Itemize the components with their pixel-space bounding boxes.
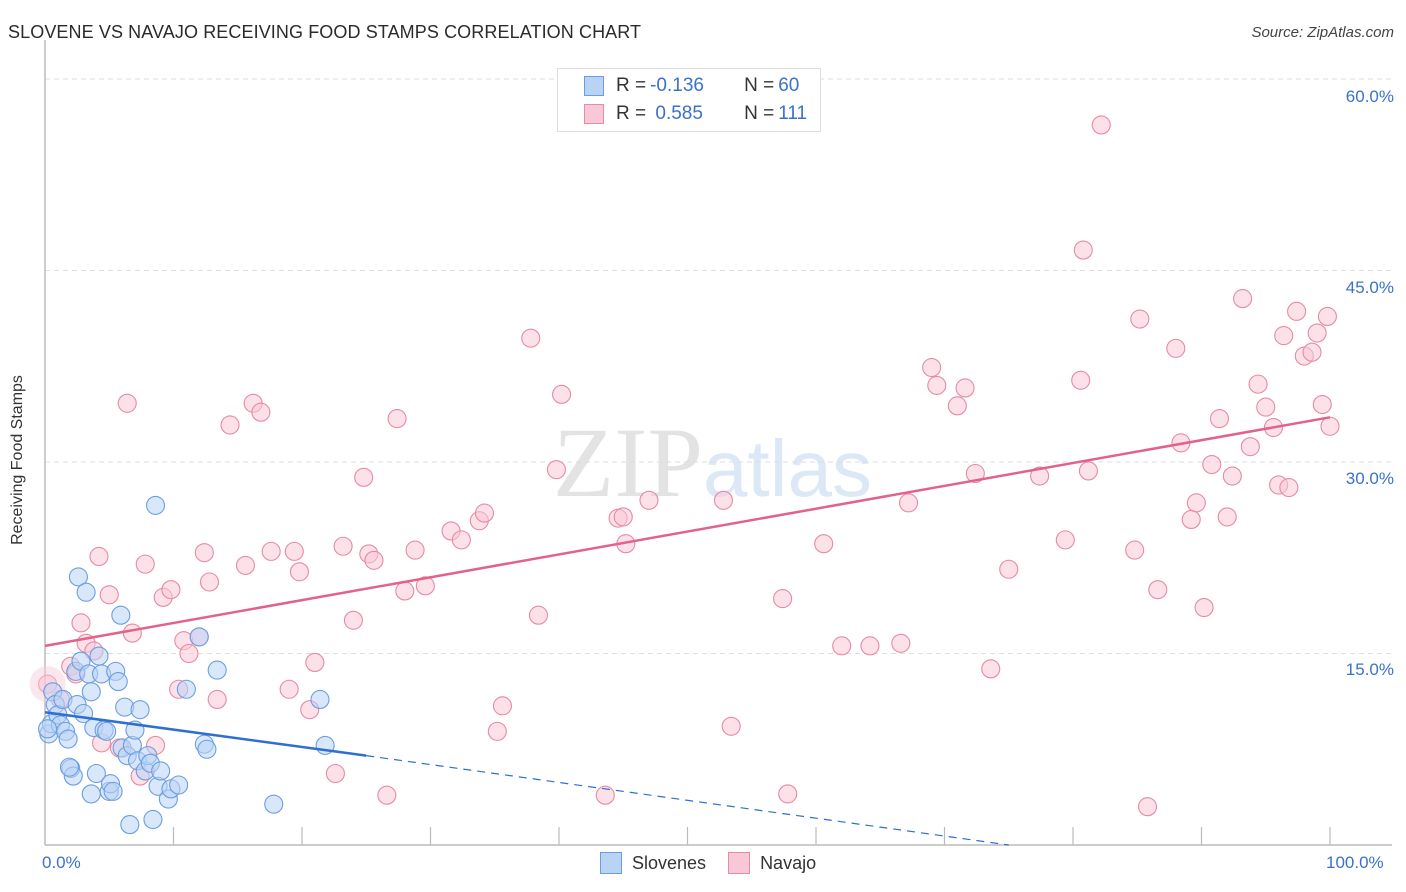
r-value-navajo: 0.585 (650, 103, 703, 124)
x-tick-0: 0.0% (42, 853, 81, 872)
r-label: R = (616, 75, 647, 96)
n-label: N = (744, 75, 775, 96)
x-tick-100: 100.0% (1326, 853, 1384, 872)
r-value-slovenes: -0.136 (650, 75, 704, 96)
source-label: Source: ZipAtlas.com (1251, 24, 1394, 41)
correlation-legend: R = -0.136 N = 60 R = 0.585 N = 111 (557, 68, 821, 132)
legend-label-navajo: Navajo (760, 852, 817, 873)
y-tick-45: 45.0% (1345, 278, 1394, 297)
navajo-points (29, 115, 1340, 817)
axes-lines (44, 40, 1392, 846)
chart-title: SLOVENE VS NAVAJO RECEIVING FOOD STAMPS … (8, 22, 642, 42)
n-value-navajo: 111 (778, 103, 808, 124)
slovenes-swatch-icon (584, 76, 604, 96)
legend-label-slovenes: Slovenes (632, 852, 707, 873)
n-value-slovenes: 60 (778, 75, 800, 96)
n-label: N = (744, 103, 775, 124)
series-legend: Slovenes Navajo (600, 852, 838, 874)
y-tick-60: 60.0% (1345, 87, 1394, 106)
y-tick-15: 15.0% (1345, 660, 1394, 679)
r-label: R = (616, 103, 647, 124)
legend-item-navajo[interactable]: Navajo (728, 852, 816, 874)
legend-item-slovenes[interactable]: Slovenes (600, 852, 706, 874)
legend-row-navajo: R = 0.585 N = 111 (584, 102, 807, 126)
slovenes-legend-swatch-icon (600, 852, 622, 874)
navajo-swatch-icon (584, 104, 604, 124)
y-tick-30: 30.0% (1345, 469, 1394, 488)
slovenes-points (38, 495, 335, 835)
legend-row-slovenes: R = -0.136 N = 60 (584, 74, 799, 98)
trend-lines (44, 416, 1331, 846)
navajo-legend-swatch-icon (728, 852, 751, 874)
